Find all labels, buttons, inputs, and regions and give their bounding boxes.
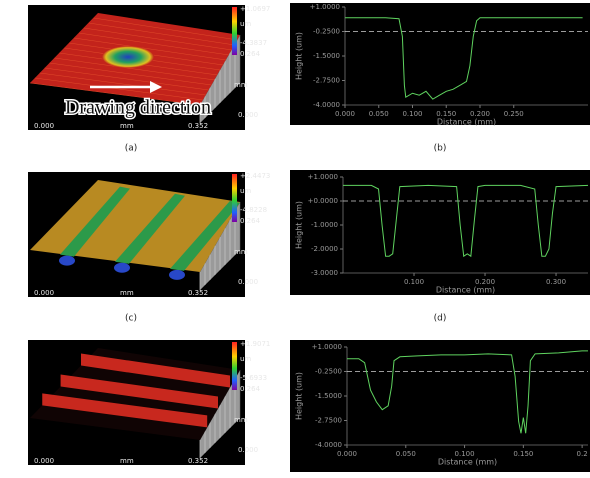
y-tick-label: +1.0000 <box>310 3 340 11</box>
x-tick-label: 0.250 <box>504 110 524 118</box>
y-tick-label: -0.2500 <box>313 28 340 36</box>
x-axis-label: Distance (mm) <box>438 458 497 467</box>
trench-bottom <box>114 263 130 273</box>
x-axis-label: Distance (mm) <box>436 286 495 295</box>
surface-label: 0.000 <box>238 278 258 286</box>
surface-label: 0.352 <box>188 122 208 130</box>
y-tick-label: -3.0000 <box>311 269 338 277</box>
y-axis-label: Height (um) <box>295 32 304 80</box>
y-axis-label: Height (um) <box>295 201 304 249</box>
surface-label: mm <box>120 122 134 130</box>
crater <box>102 46 154 68</box>
surface-label: um <box>240 20 251 28</box>
caption: (d) <box>434 314 447 324</box>
color-bar <box>232 174 237 222</box>
caption: (c) <box>125 314 137 324</box>
y-tick-label: +1.0000 <box>308 173 338 181</box>
x-tick-label: 0.100 <box>402 110 422 118</box>
x-tick-label: 0.100 <box>404 278 424 286</box>
y-tick-label: -2.0000 <box>311 245 338 253</box>
chart-background <box>290 340 590 472</box>
surface-label: mm <box>120 457 134 465</box>
y-tick-label: +0.0000 <box>308 197 338 205</box>
surface-label: +1.9071 <box>240 340 270 348</box>
surface-label: mm <box>120 289 134 297</box>
y-tick-label: -2.7500 <box>313 77 340 85</box>
profile-chart: +1.0000 -0.2500 -1.5000 -2.7500 -4.00000.000… <box>290 340 590 472</box>
trench-bottom <box>169 270 185 280</box>
color-bar <box>232 342 237 390</box>
surface-label: mm <box>234 248 248 256</box>
surface-label: 0.352 <box>188 289 208 297</box>
surface-label: 0.264 <box>240 50 261 58</box>
surface-label: 0.000 <box>34 457 54 465</box>
surface-label: -4.3837 <box>240 39 267 47</box>
surface-label: 0.000 <box>34 289 54 297</box>
y-tick-label: -4.0000 <box>313 101 340 109</box>
x-tick-label: 0.300 <box>546 278 566 286</box>
surface-label: +2.4473 <box>240 172 270 180</box>
y-tick-label: -2.7500 <box>315 417 342 425</box>
surface-label: 0.264 <box>240 217 261 225</box>
surface-panel: Drawing direction +1.0697 um -4.3837 0.264 mm… <box>28 5 270 130</box>
x-tick-label: 0.000 <box>335 110 355 118</box>
x-tick-label: 0.050 <box>369 110 389 118</box>
surface-label: 0.264 <box>240 385 261 393</box>
x-axis-label: Distance (mm) <box>437 118 496 127</box>
y-tick-label: -1.0000 <box>311 221 338 229</box>
surface-label: 0.352 <box>188 457 208 465</box>
profile-chart: +1.0000 +0.0000 -1.0000 -2.0000 -3.0000 0.100… <box>290 170 590 295</box>
caption: (b) <box>434 144 447 154</box>
surface-label: um <box>240 355 251 363</box>
y-tick-label: -1.5000 <box>315 392 342 400</box>
trench-bottom <box>59 256 75 266</box>
x-tick-label: 0.2 <box>577 450 588 458</box>
x-tick-label: 0.000 <box>337 450 357 458</box>
x-tick-label: 0.050 <box>396 450 416 458</box>
y-tick-label: -4.0000 <box>315 441 342 449</box>
profile-chart: +1.0000 -0.2500 -1.5000 -2.7500 -4.00000.000… <box>290 3 590 127</box>
y-tick-label: -0.2500 <box>315 368 342 376</box>
caption: (a) <box>125 144 138 154</box>
surface-panel: +1.9071 um -5.6933 0.264 mm 0.000 0.000 mm 0.352 <box>28 340 270 465</box>
color-bar <box>232 7 237 55</box>
surface-label: -4.8228 <box>240 206 267 214</box>
surface-label: um <box>240 187 251 195</box>
surface-label: 0.000 <box>238 446 258 454</box>
surface-label: -5.6933 <box>240 374 267 382</box>
annotation: Drawing direction <box>65 97 211 119</box>
surface-label: mm <box>234 416 248 424</box>
surface-label: mm <box>234 81 248 89</box>
surface-label: +1.0697 <box>240 5 270 13</box>
surface-label: 0.000 <box>34 122 54 130</box>
y-tick-label: -1.5000 <box>313 52 340 60</box>
figure: Drawing direction +1.0697 um -4.3837 0.264 mm… <box>0 0 590 478</box>
surface-label: 0.000 <box>238 111 258 119</box>
surface-panel: +2.4473 um -4.8228 0.264 mm 0.000 0.000 mm 0.352 <box>28 172 270 297</box>
x-tick-label: 0.150 <box>513 450 533 458</box>
y-axis-label: Height (um) <box>295 372 304 420</box>
y-tick-label: +1.0000 <box>312 343 342 351</box>
